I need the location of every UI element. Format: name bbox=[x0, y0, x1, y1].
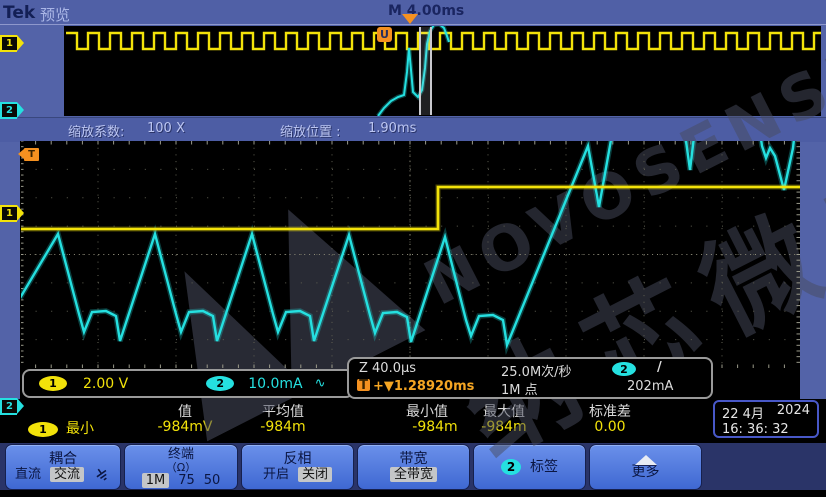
measurement-mean: -984m bbox=[260, 419, 306, 435]
invert-option-off[interactable]: 关闭 bbox=[298, 467, 333, 482]
date-text: 22 4月 bbox=[722, 407, 764, 422]
label-channel-badge: 2 bbox=[501, 459, 521, 475]
termination-option-75[interactable]: 75 bbox=[178, 472, 195, 488]
acquisition-mode-label: 预览 bbox=[40, 6, 71, 24]
ch2-position-marker[interactable]: 2 bbox=[0, 398, 24, 415]
bandwidth-button[interactable]: 带宽 全带宽 bbox=[357, 444, 470, 490]
top-divider bbox=[0, 24, 826, 25]
measurement-max: -984m bbox=[481, 419, 527, 435]
ch2-scale-readout: 10.0mA bbox=[248, 375, 303, 392]
ch1-position-marker[interactable]: 1 bbox=[0, 205, 24, 222]
more-button[interactable]: 更多 bbox=[589, 444, 702, 490]
termination-option-1m[interactable]: 1M bbox=[141, 472, 170, 488]
sample-rate-readout: 25.0M次/秒 bbox=[501, 365, 572, 380]
trigger-position-icon[interactable] bbox=[402, 14, 418, 24]
coupling-option-dc[interactable]: 直流 bbox=[14, 467, 41, 482]
ch1-preview-marker[interactable]: 1 bbox=[0, 35, 24, 52]
trigger-source-badge: 2 bbox=[612, 362, 636, 376]
more-up-arrow-icon bbox=[634, 454, 657, 465]
table-header-stddev: 标准差 bbox=[589, 404, 631, 420]
trigger-delay-readout: +▼1.28920ms bbox=[373, 379, 475, 394]
ch2-preview-marker[interactable]: 2 bbox=[0, 102, 24, 119]
record-length-readout: 1M 点 bbox=[501, 383, 538, 398]
zoom-marker-badge: U bbox=[377, 27, 392, 42]
ground-coupling-icon[interactable] bbox=[93, 467, 111, 482]
zoom-factor-label: 缩放系数: bbox=[68, 125, 125, 140]
ch1-badge[interactable]: 1 bbox=[39, 376, 67, 391]
measurement-stddev: 0.00 bbox=[594, 419, 626, 435]
zoom-window-readout: Z 40.0μs bbox=[359, 361, 417, 376]
tek-logo: Tek bbox=[3, 3, 36, 23]
ch2-badge[interactable]: 2 bbox=[206, 376, 235, 391]
bandwidth-option-full[interactable]: 全带宽 bbox=[389, 467, 437, 482]
datetime-box: 22 4月 2024 16: 36: 32 bbox=[713, 400, 819, 438]
label-button[interactable]: 2 标签 bbox=[473, 444, 586, 490]
coupling-button[interactable]: 耦合 直流 交流 bbox=[5, 444, 121, 490]
invert-button[interactable]: 反相 开启 关闭 bbox=[241, 444, 354, 490]
termination-option-50[interactable]: 50 bbox=[203, 472, 221, 488]
trigger-level-readout: 202mA bbox=[627, 379, 674, 394]
coupling-option-ac[interactable]: 交流 bbox=[50, 467, 85, 482]
zoom-factor-value: 100 X bbox=[147, 121, 185, 136]
measurement-min: -984m bbox=[412, 419, 458, 435]
zoom-window-bracket[interactable] bbox=[419, 27, 432, 115]
invert-option-on[interactable]: 开启 bbox=[262, 467, 289, 482]
year-text: 2024 bbox=[776, 403, 810, 418]
time-text: 16: 36: 32 bbox=[722, 422, 789, 437]
zoom-info-bar bbox=[0, 117, 826, 142]
table-header-max: 最大值 bbox=[483, 404, 525, 420]
main-timebase-readout: M 4.00ms bbox=[388, 3, 465, 19]
bottom-strip bbox=[0, 490, 826, 497]
waveform-preview-window bbox=[64, 26, 821, 116]
zoom-position-label: 缩放位置 : bbox=[280, 125, 341, 140]
table-header-value: 值 bbox=[178, 404, 192, 420]
acquisition-readout-box: Z 40.0μs 25.0M次/秒 2 / T +▼1.28920ms 1M 点… bbox=[347, 357, 713, 399]
trigger-level-marker[interactable]: T bbox=[18, 148, 39, 161]
channel-readout-box: 1 2.00 V 2 10.0mA ∿ bbox=[22, 369, 354, 398]
table-header-mean: 平均值 bbox=[262, 404, 304, 420]
ch1-scale-readout: 2.00 V bbox=[83, 375, 129, 392]
trigger-slope-icon: / bbox=[657, 360, 662, 375]
zoom-position-value: 1.90ms bbox=[368, 121, 417, 136]
measurement-row-badge: 1 bbox=[28, 418, 58, 437]
trigger-t-icon: T bbox=[357, 378, 370, 393]
ch2-ac-coupling-icon: ∿ bbox=[314, 376, 326, 391]
table-header-min: 最小值 bbox=[406, 404, 448, 420]
measurement-name: 最小 bbox=[66, 421, 94, 437]
termination-button[interactable]: 终端 （Ω） 1M 75 50 bbox=[124, 444, 238, 490]
measurement-value: -984mV bbox=[157, 419, 213, 435]
